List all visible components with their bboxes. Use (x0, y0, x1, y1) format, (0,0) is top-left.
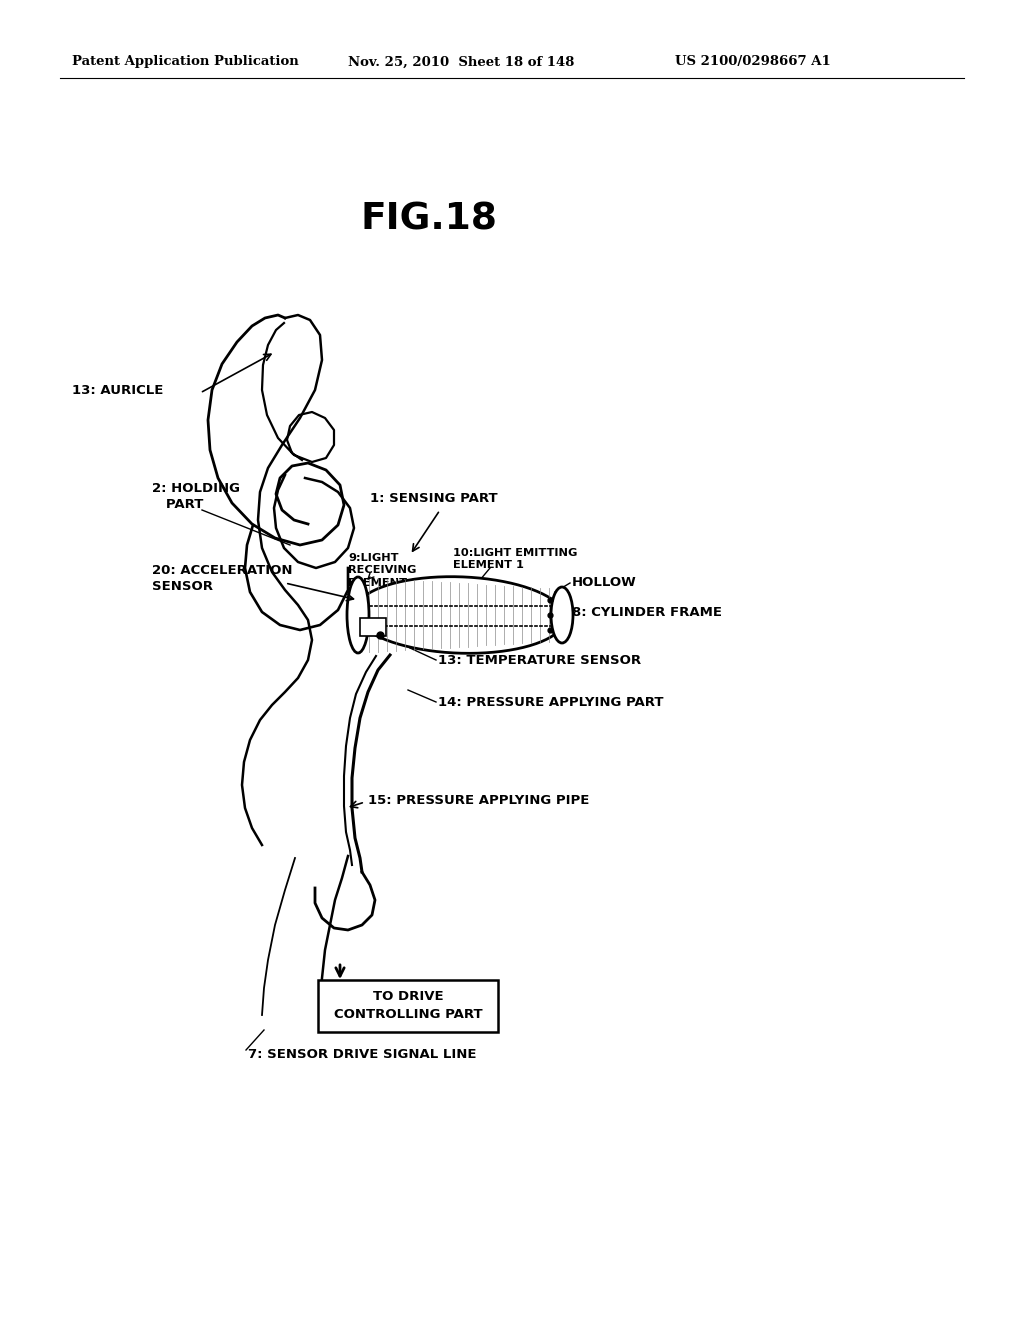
Text: 7: SENSOR DRIVE SIGNAL LINE: 7: SENSOR DRIVE SIGNAL LINE (248, 1048, 476, 1061)
Text: 1: SENSING PART: 1: SENSING PART (370, 491, 498, 504)
Text: 2: HOLDING: 2: HOLDING (152, 482, 240, 495)
Text: US 2100/0298667 A1: US 2100/0298667 A1 (675, 55, 830, 69)
Text: SENSOR: SENSOR (152, 581, 213, 594)
Text: 20: ACCELERATION: 20: ACCELERATION (152, 564, 293, 577)
Text: 9:LIGHT
RECEIVING
ELEMENT 1: 9:LIGHT RECEIVING ELEMENT 1 (348, 553, 419, 587)
Text: TO DRIVE
CONTROLLING PART: TO DRIVE CONTROLLING PART (334, 990, 482, 1022)
Text: 15: PRESSURE APPLYING PIPE: 15: PRESSURE APPLYING PIPE (368, 793, 590, 807)
Text: 13: TEMPERATURE SENSOR: 13: TEMPERATURE SENSOR (438, 653, 641, 667)
Text: PART: PART (152, 499, 204, 511)
Text: 8: CYLINDER FRAME: 8: CYLINDER FRAME (572, 606, 722, 619)
Text: FIG.18: FIG.18 (360, 202, 497, 238)
Text: 10:LIGHT EMITTING
ELEMENT 1: 10:LIGHT EMITTING ELEMENT 1 (453, 548, 578, 570)
Text: 14: PRESSURE APPLYING PART: 14: PRESSURE APPLYING PART (438, 696, 664, 709)
Ellipse shape (347, 577, 369, 653)
Text: Nov. 25, 2010  Sheet 18 of 148: Nov. 25, 2010 Sheet 18 of 148 (348, 55, 574, 69)
Text: 13: AURICLE: 13: AURICLE (72, 384, 164, 396)
Text: Patent Application Publication: Patent Application Publication (72, 55, 299, 69)
Text: HOLLOW: HOLLOW (572, 577, 637, 590)
Bar (360, 618, 386, 636)
Polygon shape (355, 577, 565, 653)
Bar (318, 979, 498, 1032)
Ellipse shape (551, 587, 573, 643)
